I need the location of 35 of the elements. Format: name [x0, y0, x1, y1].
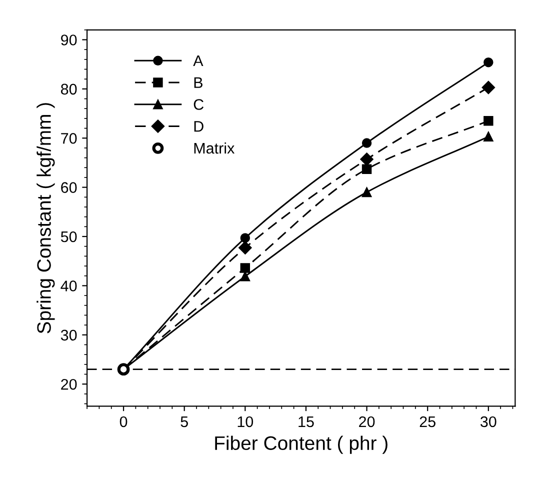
- x-tick-label: 15: [298, 416, 314, 428]
- x-tick-label: 30: [480, 416, 496, 428]
- x-tick-label: 25: [420, 416, 436, 428]
- y-tick-label: 30: [60, 330, 77, 341]
- y-tick-label: 50: [60, 231, 77, 242]
- y-axis-title: Spring Constant ( kgf/mm ): [36, 103, 55, 334]
- point: [238, 241, 252, 254]
- point: [362, 187, 372, 198]
- y-tick-label: 90: [61, 34, 77, 46]
- legend-label: B: [194, 77, 202, 88]
- point: [117, 363, 130, 376]
- x-tick-label: 20: [359, 416, 375, 428]
- point: [240, 233, 250, 243]
- point: [362, 138, 372, 148]
- y-tick-label: 80: [60, 84, 77, 95]
- point: [484, 57, 494, 68]
- x-tick-label: 10: [238, 416, 254, 428]
- point: [360, 152, 374, 166]
- legend-label: A: [193, 55, 204, 66]
- legend-label: C: [194, 99, 204, 110]
- x-tick-label: 5: [180, 416, 188, 428]
- y-tick-label: 20: [61, 378, 77, 390]
- point: [484, 116, 494, 126]
- point: [484, 132, 494, 142]
- point: [482, 80, 495, 94]
- point: [362, 164, 372, 174]
- y-tick-label: 70: [61, 132, 77, 144]
- y-tick-label: 40: [60, 280, 77, 292]
- point: [240, 271, 250, 282]
- y-tick-label: 60: [61, 182, 77, 193]
- legend-label: D: [194, 121, 204, 132]
- point: [240, 263, 250, 273]
- legend-label: Matrix: [194, 142, 235, 154]
- x-tick-label: 0: [120, 416, 128, 428]
- x-axis-title: Fiber Content ( phr ): [215, 436, 388, 454]
